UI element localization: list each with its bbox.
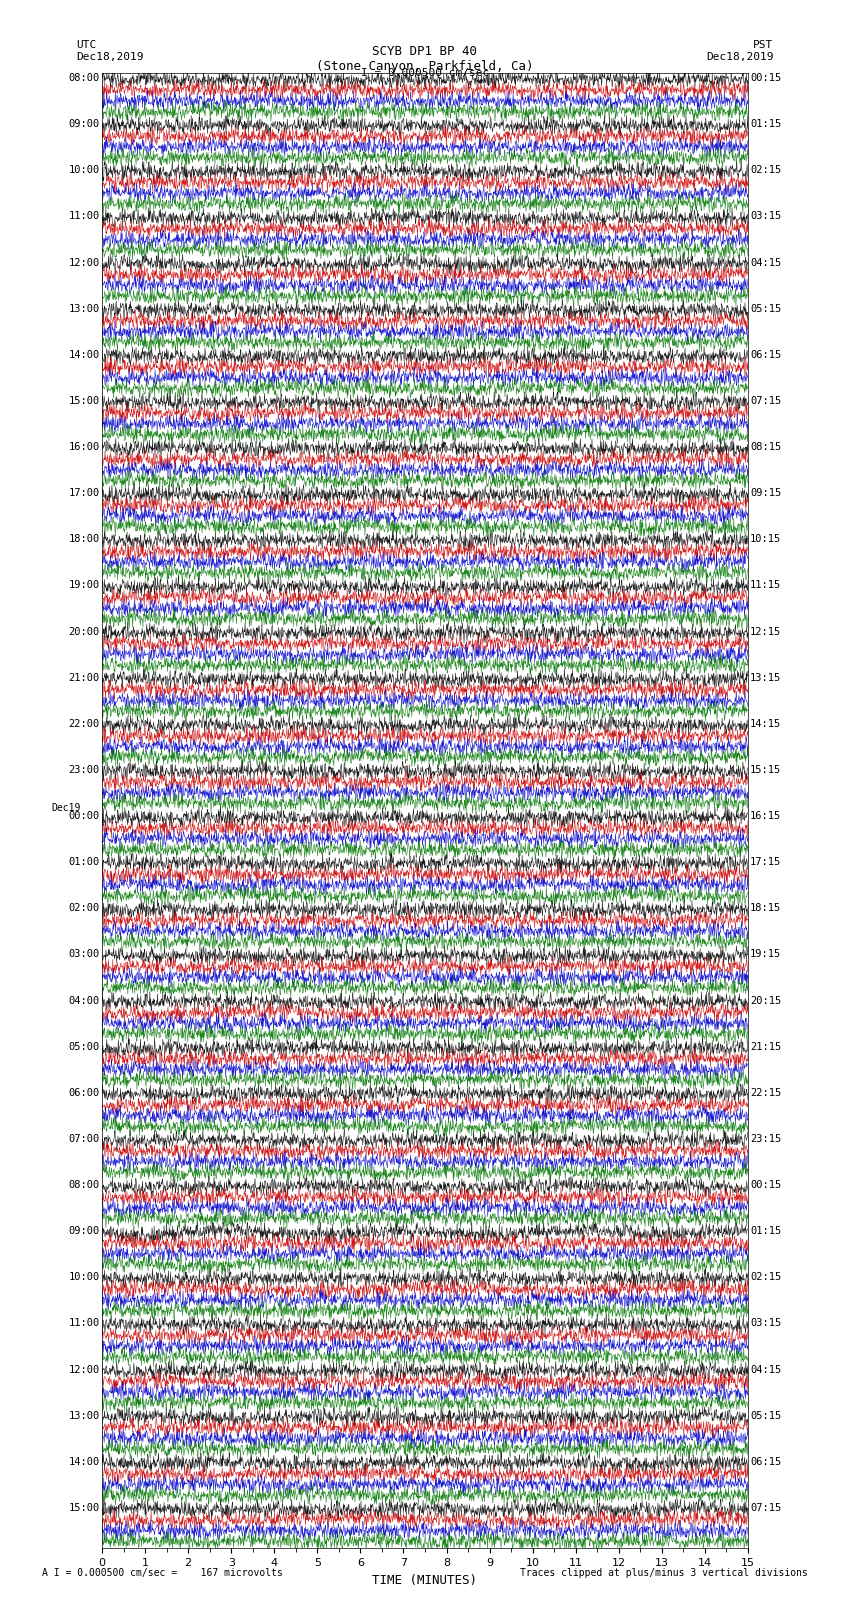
Text: 15:00: 15:00 xyxy=(69,395,99,406)
Text: 22:00: 22:00 xyxy=(69,719,99,729)
Text: 02:15: 02:15 xyxy=(751,1273,781,1282)
Text: 15:15: 15:15 xyxy=(751,765,781,774)
Text: UTC: UTC xyxy=(76,40,97,50)
Text: 05:15: 05:15 xyxy=(751,1411,781,1421)
Text: 03:00: 03:00 xyxy=(69,950,99,960)
Text: 07:00: 07:00 xyxy=(69,1134,99,1144)
Text: 18:00: 18:00 xyxy=(69,534,99,544)
Text: 17:00: 17:00 xyxy=(69,489,99,498)
Text: 21:15: 21:15 xyxy=(751,1042,781,1052)
Text: 04:15: 04:15 xyxy=(751,258,781,268)
Text: Dec19: Dec19 xyxy=(51,803,81,813)
Text: PST: PST xyxy=(753,40,774,50)
Text: 08:00: 08:00 xyxy=(69,1181,99,1190)
Text: 20:15: 20:15 xyxy=(751,995,781,1005)
Text: 08:00: 08:00 xyxy=(69,73,99,84)
Text: 16:15: 16:15 xyxy=(751,811,781,821)
Text: 20:00: 20:00 xyxy=(69,626,99,637)
Text: 23:00: 23:00 xyxy=(69,765,99,774)
Text: 05:15: 05:15 xyxy=(751,303,781,313)
Text: 16:00: 16:00 xyxy=(69,442,99,452)
Text: 14:15: 14:15 xyxy=(751,719,781,729)
Text: 11:00: 11:00 xyxy=(69,211,99,221)
Text: 12:15: 12:15 xyxy=(751,626,781,637)
Text: 03:15: 03:15 xyxy=(751,1318,781,1329)
Text: 02:00: 02:00 xyxy=(69,903,99,913)
Text: 08:15: 08:15 xyxy=(751,442,781,452)
Text: 13:00: 13:00 xyxy=(69,1411,99,1421)
Text: 14:00: 14:00 xyxy=(69,350,99,360)
Text: 11:00: 11:00 xyxy=(69,1318,99,1329)
Text: 01:15: 01:15 xyxy=(751,119,781,129)
Text: 10:00: 10:00 xyxy=(69,166,99,176)
Text: 23:15: 23:15 xyxy=(751,1134,781,1144)
Text: 09:15: 09:15 xyxy=(751,489,781,498)
Text: I = 0.000500 cm/sec: I = 0.000500 cm/sec xyxy=(361,68,489,77)
Text: 19:15: 19:15 xyxy=(751,950,781,960)
Text: 04:00: 04:00 xyxy=(69,995,99,1005)
Text: 07:15: 07:15 xyxy=(751,395,781,406)
Text: 14:00: 14:00 xyxy=(69,1457,99,1466)
Title: SCYB DP1 BP 40
(Stone Canyon, Parkfield, Ca): SCYB DP1 BP 40 (Stone Canyon, Parkfield,… xyxy=(316,45,534,73)
Text: 03:15: 03:15 xyxy=(751,211,781,221)
Text: 12:00: 12:00 xyxy=(69,258,99,268)
Text: 09:00: 09:00 xyxy=(69,119,99,129)
Text: 06:15: 06:15 xyxy=(751,1457,781,1466)
Text: 12:00: 12:00 xyxy=(69,1365,99,1374)
Text: 22:15: 22:15 xyxy=(751,1087,781,1098)
Text: Dec18,2019: Dec18,2019 xyxy=(76,52,144,61)
Text: 13:15: 13:15 xyxy=(751,673,781,682)
Text: 00:15: 00:15 xyxy=(751,73,781,84)
Text: 00:15: 00:15 xyxy=(751,1181,781,1190)
Text: 13:00: 13:00 xyxy=(69,303,99,313)
Text: 21:00: 21:00 xyxy=(69,673,99,682)
Text: 01:00: 01:00 xyxy=(69,857,99,868)
Text: A I = 0.000500 cm/sec =    167 microvolts: A I = 0.000500 cm/sec = 167 microvolts xyxy=(42,1568,283,1578)
Text: 09:00: 09:00 xyxy=(69,1226,99,1236)
Text: 00:00: 00:00 xyxy=(69,811,99,821)
Text: 10:15: 10:15 xyxy=(751,534,781,544)
Text: 11:15: 11:15 xyxy=(751,581,781,590)
Text: Traces clipped at plus/minus 3 vertical divisions: Traces clipped at plus/minus 3 vertical … xyxy=(519,1568,808,1578)
Text: 06:15: 06:15 xyxy=(751,350,781,360)
Text: 02:15: 02:15 xyxy=(751,166,781,176)
Text: 10:00: 10:00 xyxy=(69,1273,99,1282)
Text: 18:15: 18:15 xyxy=(751,903,781,913)
Text: 06:00: 06:00 xyxy=(69,1087,99,1098)
Text: 19:00: 19:00 xyxy=(69,581,99,590)
Text: 17:15: 17:15 xyxy=(751,857,781,868)
Text: 01:15: 01:15 xyxy=(751,1226,781,1236)
X-axis label: TIME (MINUTES): TIME (MINUTES) xyxy=(372,1574,478,1587)
Text: Dec18,2019: Dec18,2019 xyxy=(706,52,774,61)
Text: 07:15: 07:15 xyxy=(751,1503,781,1513)
Text: 04:15: 04:15 xyxy=(751,1365,781,1374)
Text: 15:00: 15:00 xyxy=(69,1503,99,1513)
Text: 05:00: 05:00 xyxy=(69,1042,99,1052)
